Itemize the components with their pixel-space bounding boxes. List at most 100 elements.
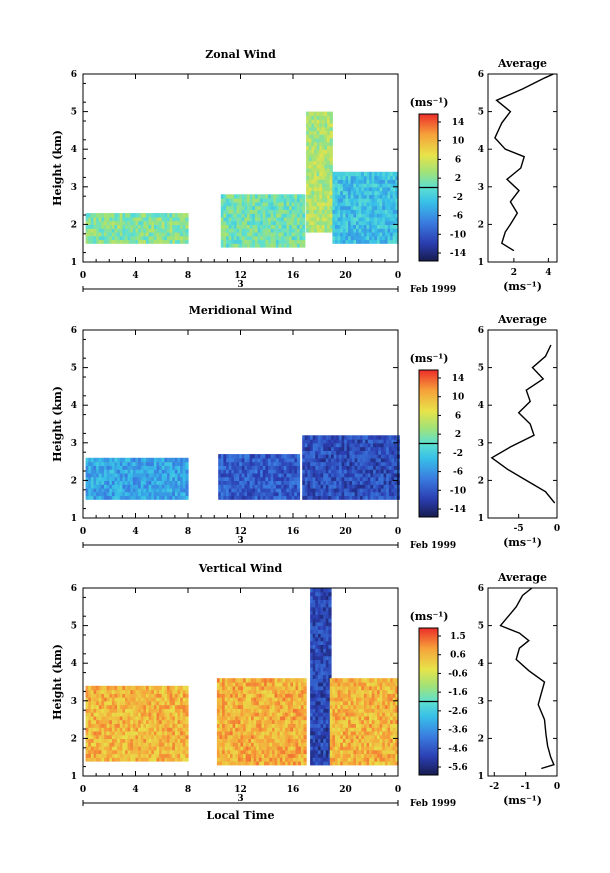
heatmap-cell-2 [329, 198, 333, 203]
heatmap-cell-2 [349, 446, 353, 451]
heatmap-cell-1 [252, 469, 256, 474]
heatmap-cell-3 [335, 209, 339, 214]
heatmap-cell-1 [261, 730, 265, 736]
heatmap-cell-1 [254, 216, 259, 222]
heatmap-cell-2 [370, 461, 374, 466]
heatmap-cell-0 [153, 228, 158, 233]
heatmap-cell-1 [270, 465, 274, 470]
heatmap-cell-2 [317, 697, 322, 702]
heatmap-cell-1 [270, 454, 274, 459]
heatmap-cell-3 [353, 190, 357, 195]
heatmap-cell-0 [167, 712, 171, 717]
heatmap-cell-2 [317, 712, 322, 717]
heatmap-cell-1 [290, 700, 294, 706]
heatmap-cell-1 [262, 220, 266, 225]
heatmap-cell-1 [251, 745, 255, 751]
heatmap-cell-3 [382, 175, 386, 180]
heatmap-cell-1 [285, 723, 289, 728]
profile-line [490, 344, 556, 504]
heatmap-cell-2 [344, 461, 348, 466]
heatmap-cell-2 [316, 179, 320, 184]
heatmap-cell-3 [353, 231, 357, 237]
heatmap-cell-2 [311, 164, 315, 169]
heatmap-cell-0 [159, 757, 163, 762]
heatmap-cell-0 [119, 719, 123, 724]
heatmap-cell-2 [344, 491, 348, 497]
heatmap-cell-3 [387, 198, 391, 203]
heatmap-cell-1 [228, 220, 232, 225]
heatmap-cell-1 [290, 697, 294, 702]
heatmap-cell-1 [243, 682, 247, 687]
heatmap-cell-0 [127, 239, 131, 244]
heatmap-cell-2 [344, 450, 348, 455]
heatmap-cell-3 [374, 231, 378, 237]
profile-y-tick-label: 3 [478, 439, 484, 449]
heatmap-cell-2 [317, 588, 322, 593]
heatmap-cell-1 [285, 734, 289, 739]
heatmap-cell-0 [132, 727, 137, 732]
heatmap-cell-0 [143, 220, 147, 225]
heatmap-cell-2 [312, 704, 316, 709]
heatmap-cell-1 [279, 734, 284, 739]
heatmap-cell-0 [161, 697, 165, 702]
heatmap-cell-1 [236, 239, 240, 244]
heatmap-cell-2 [320, 712, 324, 717]
heatmap-cell-1 [260, 198, 264, 203]
heatmap-cell-0 [117, 700, 121, 706]
heatmap-cell-1 [279, 749, 284, 755]
heatmap-cell-0 [172, 487, 176, 493]
heatmap-cell-1 [293, 700, 297, 706]
heatmap-cell-3 [379, 235, 383, 241]
heatmap-cell-0 [153, 231, 158, 237]
heatmap-cell-0 [161, 231, 165, 237]
heatmap-cell-0 [93, 715, 97, 721]
heatmap-cell-3 [361, 205, 365, 210]
heatmap-cell-1 [295, 730, 299, 736]
heatmap-cell-1 [281, 220, 285, 225]
heatmap-cell-1 [249, 235, 253, 241]
y-axis-label: Height (km) [51, 386, 64, 462]
heatmap-cell-1 [219, 738, 223, 743]
heatmap-cell-1 [220, 454, 224, 459]
heatmap-cell-2 [341, 469, 345, 474]
heatmap-cell-1 [233, 216, 238, 222]
heatmap-cell-1 [274, 742, 278, 747]
heatmap-cell-2 [312, 629, 316, 634]
heatmap-cell-2 [308, 228, 312, 233]
heatmap-cell-0 [111, 727, 116, 732]
heatmap-cell-2 [312, 636, 316, 642]
heatmap-cell-3 [387, 213, 391, 218]
heatmap-cell-2 [378, 487, 382, 493]
heatmap-cell-1 [303, 689, 307, 694]
heatmap-cell-1 [222, 761, 226, 766]
heatmap-cell-0 [161, 723, 165, 728]
heatmap-cell-0 [180, 484, 184, 489]
heatmap-cell-3 [390, 171, 394, 177]
heatmap-cell-0 [159, 697, 163, 702]
heatmap-cell-2 [324, 186, 328, 192]
heatmap-cell-1 [279, 727, 284, 732]
heatmap-cell-0 [177, 700, 181, 706]
heatmap-cell-2 [327, 130, 331, 135]
heatmap-cell-1 [293, 753, 297, 758]
heatmap-cell-1 [236, 201, 240, 207]
heatmap-cell-1 [278, 480, 282, 485]
heatmap-cell-0 [148, 753, 152, 758]
heatmap-cell-0 [180, 472, 184, 478]
heatmap-cell-0 [164, 495, 168, 500]
heatmap-cell-1 [249, 476, 253, 481]
heatmap-cell-0 [125, 465, 129, 470]
heatmap-cell-3 [345, 190, 349, 195]
heatmap-cell-1 [243, 723, 247, 728]
heatmap-cell-2 [375, 450, 379, 455]
heatmap-cell-3 [353, 183, 357, 188]
heatmap-cell-1 [294, 194, 298, 199]
heatmap-cell-2 [324, 156, 328, 162]
heatmap-cell-1 [285, 753, 289, 758]
heatmap-cell-1 [243, 708, 247, 713]
heatmap-cell-1 [269, 678, 273, 683]
heatmap-cell-2 [354, 439, 358, 444]
x-tick-label: 4 [132, 527, 138, 537]
heatmap-cell-0 [104, 484, 108, 489]
heatmap-cell-1 [285, 761, 289, 766]
